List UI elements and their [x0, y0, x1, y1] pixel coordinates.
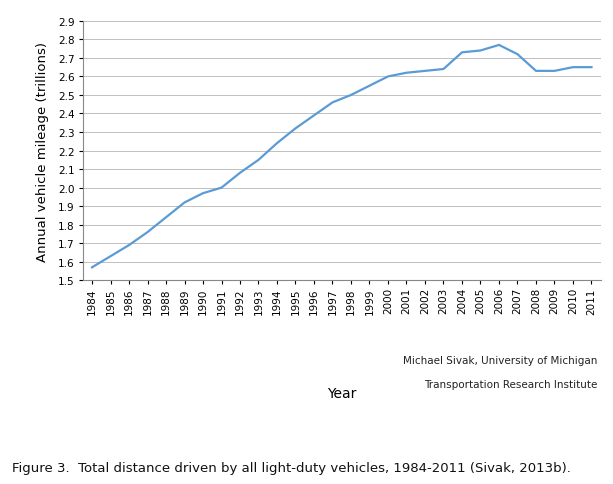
Text: Transportation Research Institute: Transportation Research Institute — [424, 379, 598, 390]
X-axis label: Year: Year — [327, 386, 356, 400]
Text: Figure 3.  Total distance driven by all light-duty vehicles, 1984-2011 (Sivak, 2: Figure 3. Total distance driven by all l… — [12, 461, 571, 474]
Text: Michael Sivak, University of Michigan: Michael Sivak, University of Michigan — [403, 355, 598, 365]
Y-axis label: Annual vehicle mileage (trillions): Annual vehicle mileage (trillions) — [36, 42, 50, 261]
